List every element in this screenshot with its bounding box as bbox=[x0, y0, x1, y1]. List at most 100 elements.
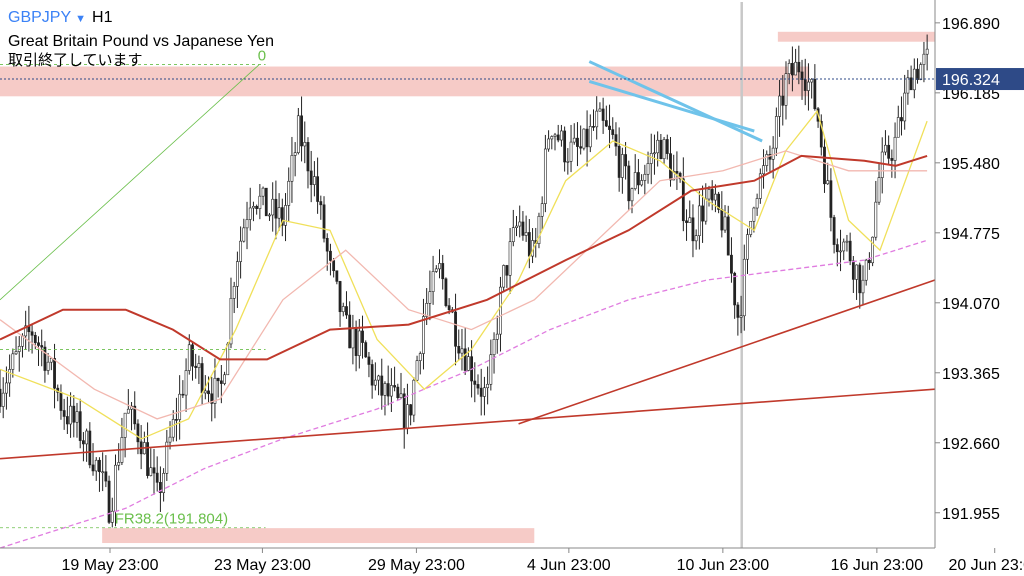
candle-body bbox=[354, 327, 358, 356]
price-axis bbox=[935, 0, 1024, 548]
candle-body bbox=[887, 144, 891, 159]
candle-body bbox=[223, 374, 226, 384]
candle-body bbox=[547, 138, 550, 150]
candle-body bbox=[762, 165, 765, 175]
candle-body bbox=[194, 365, 198, 368]
candle-body bbox=[274, 198, 278, 219]
symbol-description: Great Britain Pound vs Japanese Yen bbox=[8, 33, 274, 50]
candle-body bbox=[380, 375, 384, 396]
candle-body bbox=[774, 116, 778, 149]
candle-body bbox=[370, 364, 374, 386]
candle-body bbox=[867, 259, 871, 264]
candle-body bbox=[40, 345, 44, 348]
symbol-header[interactable]: GBPJPY ▼ H1 bbox=[8, 8, 112, 29]
candle-body bbox=[377, 375, 380, 381]
candle-body bbox=[502, 265, 506, 288]
candle-body bbox=[296, 115, 300, 153]
candle-body bbox=[460, 348, 464, 354]
candles bbox=[0, 34, 929, 528]
ma_mid-line bbox=[0, 150, 928, 420]
candle-body bbox=[406, 404, 409, 429]
candle-body bbox=[258, 195, 262, 209]
candle-body bbox=[604, 120, 608, 127]
y-tick-label: 194.775 bbox=[942, 226, 1000, 243]
candle-body bbox=[101, 471, 105, 474]
candle-body bbox=[829, 180, 833, 218]
candle-body bbox=[261, 187, 265, 197]
candle-body bbox=[88, 430, 92, 466]
candle-body bbox=[1, 392, 5, 407]
candle-body bbox=[569, 141, 573, 162]
candle-body bbox=[33, 334, 37, 344]
candle-body bbox=[672, 170, 676, 181]
candle-body bbox=[588, 126, 592, 148]
symbol-name[interactable]: GBPJPY bbox=[8, 9, 72, 26]
candle-body bbox=[203, 390, 207, 394]
ma_slow-line bbox=[0, 154, 928, 361]
candle-body bbox=[752, 207, 756, 222]
candle-body bbox=[14, 351, 18, 355]
candle-body bbox=[123, 412, 127, 438]
candle-body bbox=[473, 380, 477, 385]
candle-body bbox=[691, 217, 695, 242]
candle-body bbox=[787, 63, 791, 74]
market-status: 取引終了しています bbox=[8, 51, 143, 69]
candle-body bbox=[277, 207, 281, 219]
candle-body bbox=[611, 129, 615, 135]
candle-body bbox=[518, 221, 522, 227]
candle-body bbox=[434, 268, 438, 272]
candle-body bbox=[499, 286, 502, 335]
candle-body bbox=[306, 142, 310, 172]
candle-body bbox=[165, 441, 169, 474]
fib-label: FR38.2(191.804) bbox=[115, 511, 228, 528]
candle-body bbox=[483, 387, 486, 397]
candle-body bbox=[505, 265, 509, 276]
candle-body bbox=[736, 304, 740, 318]
candle-body bbox=[82, 440, 85, 445]
candle-body bbox=[906, 77, 910, 94]
candle-body bbox=[252, 205, 255, 209]
triangle-down-icon[interactable]: ▼ bbox=[75, 13, 87, 25]
candle-body bbox=[797, 61, 801, 73]
candle-body bbox=[386, 383, 390, 397]
candle-body bbox=[511, 227, 515, 243]
candle-body bbox=[402, 393, 406, 429]
candle-body bbox=[447, 305, 451, 311]
candle-body bbox=[5, 382, 8, 394]
candle-body bbox=[49, 358, 53, 363]
ma_fast-line bbox=[0, 109, 928, 440]
candle-body bbox=[181, 393, 185, 396]
y-tick-label: 196.185 bbox=[942, 86, 1000, 103]
candle-body bbox=[595, 110, 599, 128]
candle-body bbox=[187, 344, 191, 371]
candle-body bbox=[351, 327, 355, 349]
candle-body bbox=[428, 291, 432, 304]
candle-body bbox=[720, 209, 724, 231]
candle-body bbox=[624, 154, 627, 167]
candle-body bbox=[614, 134, 618, 147]
zone-box-2 bbox=[102, 528, 535, 544]
time-axis bbox=[0, 548, 1024, 576]
candle-body bbox=[900, 117, 903, 122]
candle-body bbox=[726, 216, 730, 256]
candle-body bbox=[861, 279, 865, 294]
candle-body bbox=[264, 187, 268, 217]
candle-body bbox=[229, 297, 233, 345]
candle-body bbox=[845, 240, 849, 243]
candle-body bbox=[98, 459, 101, 473]
ma_long-line bbox=[0, 239, 928, 549]
candle-body bbox=[633, 172, 637, 189]
y-tick-label: 192.660 bbox=[942, 436, 1000, 453]
candle-body bbox=[325, 238, 329, 252]
candle-body bbox=[730, 254, 733, 274]
candle-body bbox=[669, 153, 672, 181]
candle-body bbox=[175, 419, 178, 421]
x-tick-label: 20 Jun 23:00 bbox=[948, 557, 1024, 574]
candle-body bbox=[335, 270, 339, 282]
candle-body bbox=[640, 180, 644, 186]
candle-body bbox=[239, 240, 243, 262]
timeframe-label: H1 bbox=[92, 9, 113, 26]
candle-body bbox=[566, 161, 570, 163]
candle-body bbox=[890, 158, 894, 161]
